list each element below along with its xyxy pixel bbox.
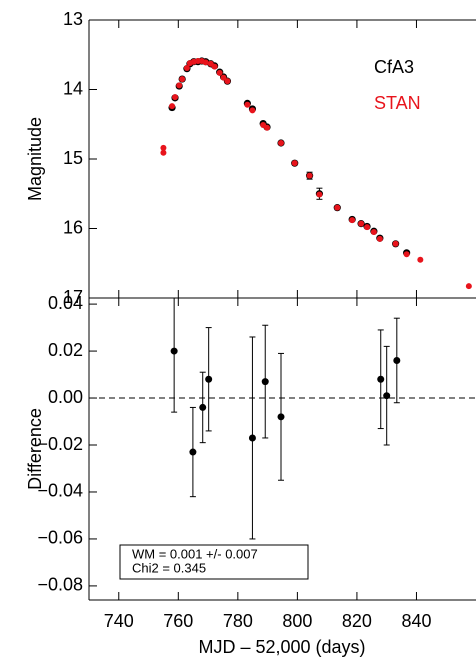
data-point <box>277 413 285 421</box>
x-tick-label: 760 <box>163 611 193 631</box>
annotation-box <box>119 544 309 580</box>
data-point <box>160 149 167 156</box>
data-point <box>172 94 179 101</box>
data-point <box>291 160 298 167</box>
data-point <box>248 434 256 442</box>
x-tick-label: 800 <box>282 611 312 631</box>
x-tick-label: 840 <box>401 611 431 631</box>
y-tick-label: −0.04 <box>37 481 83 501</box>
legend-entry: STAN <box>374 93 421 113</box>
data-point <box>264 124 271 131</box>
y-tick-label: −0.08 <box>37 575 83 595</box>
data-point <box>244 101 251 108</box>
data-point <box>183 64 190 71</box>
legend-entry: CfA3 <box>374 57 414 77</box>
y-tick-label: 0.00 <box>48 387 83 407</box>
data-point <box>160 144 167 151</box>
data-point <box>278 140 285 147</box>
data-point <box>377 375 385 383</box>
y-axis-label: Magnitude <box>25 117 45 201</box>
y-tick-label: 13 <box>63 9 83 29</box>
y-tick-label: −0.06 <box>37 528 83 548</box>
data-point <box>169 103 176 110</box>
data-point <box>349 217 356 224</box>
y-tick-label: 0.04 <box>48 293 83 313</box>
y-tick-label: 17 <box>63 287 83 307</box>
data-point <box>189 448 197 456</box>
y-tick-label: 0.02 <box>48 340 83 360</box>
y-axis-label: Difference <box>25 408 45 490</box>
data-point <box>179 76 186 83</box>
data-point <box>370 228 377 235</box>
data-point <box>383 392 391 400</box>
data-point <box>393 356 401 364</box>
annotation-text: WM = 0.001 +/- 0.007 <box>132 546 258 561</box>
x-tick-label: 820 <box>342 611 372 631</box>
x-tick-label: 740 <box>104 611 134 631</box>
data-point <box>170 347 178 355</box>
y-tick-label: 14 <box>63 78 83 98</box>
data-point <box>316 191 323 198</box>
y-tick-label: 16 <box>63 217 83 237</box>
y-tick-label: −0.02 <box>37 434 83 454</box>
data-point <box>216 69 223 76</box>
data-point <box>334 204 341 211</box>
data-point <box>261 378 269 386</box>
data-point <box>220 74 227 81</box>
annotation-text: Chi2 = 0.345 <box>132 560 206 575</box>
x-tick-label: 780 <box>223 611 253 631</box>
data-point <box>205 375 213 383</box>
data-point <box>202 59 209 66</box>
data-point <box>199 403 207 411</box>
data-point <box>358 220 365 227</box>
data-point <box>364 224 371 231</box>
data-point <box>211 63 218 70</box>
data-point <box>392 240 399 247</box>
data-point <box>306 172 313 179</box>
data-point <box>403 251 410 258</box>
y-tick-label: 15 <box>63 148 83 168</box>
data-point <box>249 107 256 114</box>
data-point <box>417 256 424 263</box>
data-point <box>465 283 472 290</box>
data-point <box>224 78 231 85</box>
data-point <box>376 235 383 242</box>
x-axis-label: MJD – 52,000 (days) <box>198 637 365 657</box>
data-point <box>176 82 183 89</box>
